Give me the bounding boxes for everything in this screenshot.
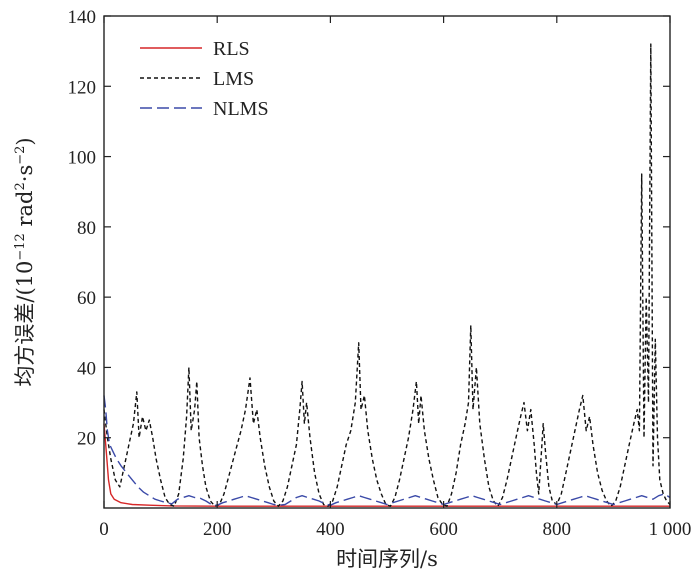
series-line-rls — [103, 423, 670, 507]
y-axis-title-mid: rad — [13, 190, 37, 233]
y-tick-label: 80 — [77, 218, 96, 239]
plot-frame — [103, 15, 671, 509]
plot-area — [104, 16, 670, 508]
y-tick-label: 40 — [77, 358, 96, 379]
y-tick-label: 60 — [77, 288, 96, 309]
y-tick-label: 20 — [77, 429, 96, 450]
x-tick-label: 200 — [203, 519, 232, 540]
y-axis-title-main: 均方误差/(10 — [13, 261, 37, 387]
y-tick-label: 120 — [68, 77, 97, 98]
y-axis-title: 均方误差/(10−12 rad2·s−2) — [13, 137, 37, 386]
legend: RLS LMS NLMS — [140, 38, 269, 120]
series-line-lms — [103, 43, 671, 507]
x-tick-label: 800 — [543, 519, 572, 540]
x-tick-label: 1 000 — [649, 519, 692, 540]
series-line-nlms — [103, 395, 671, 506]
series-layer — [103, 43, 671, 507]
y-tick-label: 140 — [68, 7, 97, 28]
y-axis-title-mid2: ·s — [13, 165, 37, 182]
y-axis-title-exp3: −2 — [13, 146, 28, 165]
legend-label-nlms: NLMS — [213, 98, 269, 120]
legend-label-rls: RLS — [213, 38, 250, 60]
y-axis-title-exp1: −12 — [13, 233, 28, 260]
y-axis-title-end: ) — [13, 137, 37, 145]
x-tick-label: 0 — [99, 519, 109, 540]
y-axis-title-exp2: 2 — [13, 182, 28, 190]
x-tick-label: 600 — [429, 519, 458, 540]
y-tick-label: 100 — [68, 148, 97, 169]
x-axis-title: 时间序列/s — [336, 547, 438, 571]
legend-label-lms: LMS — [213, 68, 254, 90]
ticks-layer: 0 200 400 600 800 1 000 20 40 60 80 100 120 140 — [68, 7, 692, 540]
x-tick-label: 400 — [316, 519, 345, 540]
